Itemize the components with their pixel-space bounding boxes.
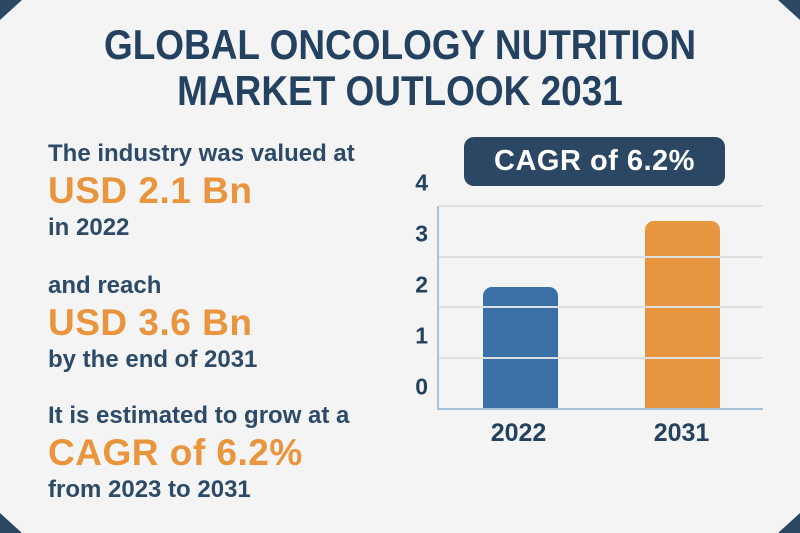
stat-tail-text: in 2022 xyxy=(48,214,130,241)
stat-value-text: USD 3.6 Bn xyxy=(48,302,253,343)
stat-tail-text: from 2023 to 2031 xyxy=(48,476,251,503)
page-title-line-1: GLOBAL ONCOLOGY NUTRITION xyxy=(103,21,697,68)
x-axis-label-2022: 2022 xyxy=(490,419,547,447)
page-title-line-2: MARKET OUTLOOK 2031 xyxy=(177,67,623,114)
stat-lead-text: and reach xyxy=(48,272,162,299)
page-title: GLOBAL ONCOLOGY NUTRITION MARKET OUTLOOK… xyxy=(0,22,800,114)
stat-valuation-2031: and reach USD 3.6 Bn by the end of 2031 xyxy=(48,271,257,375)
corner-accent-top-left xyxy=(0,0,22,20)
stat-valuation-2022: The industry was valued at USD 2.1 Bn in… xyxy=(48,139,355,243)
gridline xyxy=(439,306,763,308)
stat-lead-text: It is estimated to grow at a xyxy=(48,402,350,429)
y-tick-label: 1 xyxy=(415,322,428,349)
cagr-badge-label: CAGR of 6.2% xyxy=(494,145,695,177)
chart-bars xyxy=(439,206,763,408)
stat-cagr: It is estimated to grow at a CAGR of 6.2… xyxy=(48,401,349,505)
stat-value-text: CAGR of 6.2% xyxy=(48,432,303,473)
y-tick-label: 3 xyxy=(415,220,428,247)
y-tick-label: 2 xyxy=(415,271,428,298)
stat-value-text: USD 2.1 Bn xyxy=(48,170,253,211)
corner-accent-bottom-left xyxy=(0,513,22,533)
x-axis-labels: 2022 2031 xyxy=(437,419,763,448)
corner-accent-bottom-right xyxy=(778,513,800,533)
y-axis-ticks: 0 1 2 3 4 xyxy=(390,171,428,410)
bar-2031 xyxy=(644,221,720,408)
y-tick-label: 0 xyxy=(415,373,428,400)
gridline xyxy=(439,205,763,207)
gridline xyxy=(439,255,763,258)
corner-accent-top-right xyxy=(778,0,800,20)
x-axis-label-2031: 2031 xyxy=(653,419,710,447)
gridline xyxy=(439,356,763,359)
chart-plot xyxy=(437,205,763,410)
y-tick-label: 4 xyxy=(415,169,428,196)
cagr-badge: CAGR of 6.2% xyxy=(464,137,725,186)
bar-chart: 0 1 2 3 4 2022 2031 xyxy=(415,171,763,447)
stat-lead-text: The industry was valued at xyxy=(48,140,355,167)
stat-tail-text: by the end of 2031 xyxy=(48,346,258,373)
bar-2022 xyxy=(482,286,558,408)
